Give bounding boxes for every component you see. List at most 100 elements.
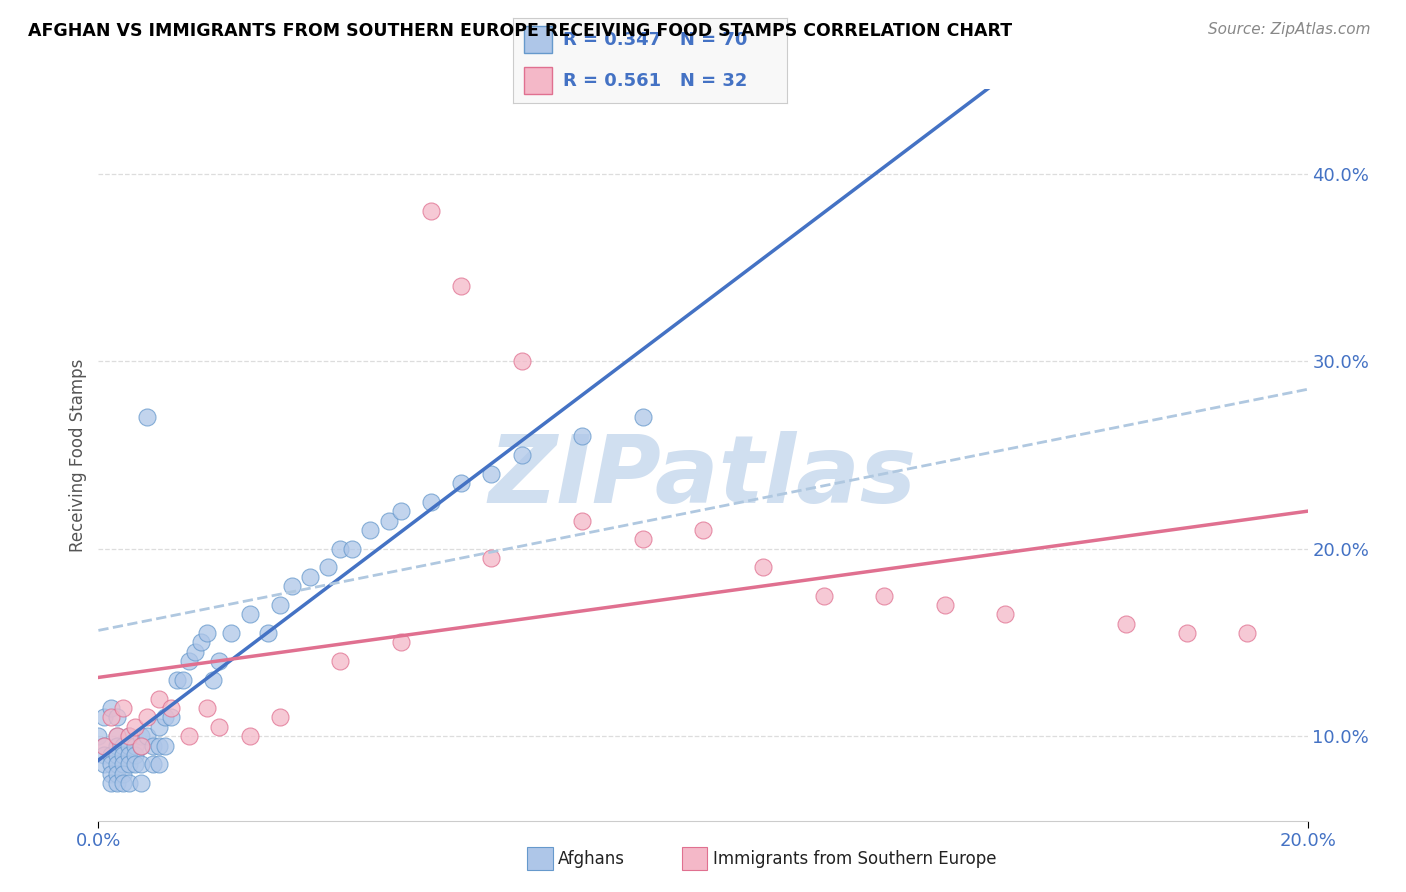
Point [111,776,134,790]
Point [135,710,157,724]
Point [571,429,593,443]
Point [239,607,262,622]
Point [195,626,218,640]
Point [692,523,714,537]
Point [105,710,128,724]
Point [269,710,291,724]
Point [450,279,472,293]
Point [631,533,654,547]
Point [135,729,157,743]
Point [1175,626,1198,640]
Point [299,570,322,584]
Point [329,654,352,668]
Point [148,739,170,753]
Point [342,541,364,556]
Point [148,720,170,734]
Point [160,701,183,715]
Point [100,710,122,724]
Text: Immigrants from Southern Europe: Immigrants from Southern Europe [713,850,997,868]
Text: Afghans: Afghans [558,850,626,868]
Point [269,598,291,612]
Point [111,701,134,715]
Point [124,739,146,753]
Point [202,673,225,687]
Text: ZIPatlas: ZIPatlas [489,431,917,523]
Point [105,757,128,772]
Point [571,514,593,528]
Point [510,354,533,368]
Text: R = 0.347   N = 70: R = 0.347 N = 70 [562,31,747,49]
Point [100,776,122,790]
Point [420,495,443,509]
Point [1236,626,1258,640]
Point [124,757,146,772]
Point [160,710,183,724]
Point [100,757,122,772]
Point [221,626,243,640]
Point [111,739,134,753]
Point [93,757,115,772]
Point [994,607,1017,622]
Point [190,635,212,649]
Point [481,467,503,481]
Point [873,589,896,603]
Point [124,747,146,762]
Text: Source: ZipAtlas.com: Source: ZipAtlas.com [1208,22,1371,37]
Point [111,757,134,772]
Point [105,729,128,743]
Point [239,729,262,743]
Point [129,776,152,790]
Point [481,551,503,566]
Point [105,766,128,780]
Point [105,729,128,743]
Point [129,739,152,753]
Point [105,747,128,762]
Point [153,710,176,724]
Point [118,729,141,743]
Point [129,739,152,753]
Point [142,739,165,753]
Point [111,766,134,780]
Point [118,729,141,743]
Point [184,645,207,659]
Point [111,747,134,762]
Point [166,673,188,687]
Point [135,410,157,425]
Point [208,720,231,734]
Point [100,766,122,780]
Y-axis label: Receiving Food Stamps: Receiving Food Stamps [69,359,87,551]
Point [934,598,956,612]
Point [450,476,472,491]
Point [377,514,399,528]
Point [87,729,110,743]
Point [93,739,115,753]
Point [153,739,176,753]
Point [172,673,194,687]
Text: AFGHAN VS IMMIGRANTS FROM SOUTHERN EUROPE RECEIVING FOOD STAMPS CORRELATION CHAR: AFGHAN VS IMMIGRANTS FROM SOUTHERN EUROP… [28,22,1012,40]
Point [142,757,165,772]
Point [129,757,152,772]
Point [105,776,128,790]
Point [118,747,141,762]
Point [360,523,382,537]
Point [124,720,146,734]
Point [813,589,835,603]
Point [389,635,412,649]
Point [105,739,128,753]
Point [256,626,278,640]
Point [752,560,775,574]
Point [93,739,115,753]
Bar [524,67,551,95]
Point [208,654,231,668]
Bar [524,27,551,54]
Point [316,560,339,574]
Point [179,729,201,743]
Point [118,739,141,753]
Point [389,504,412,518]
Point [93,747,115,762]
Point [100,747,122,762]
Point [329,541,352,556]
Point [118,757,141,772]
Point [100,701,122,715]
Point [510,448,533,462]
